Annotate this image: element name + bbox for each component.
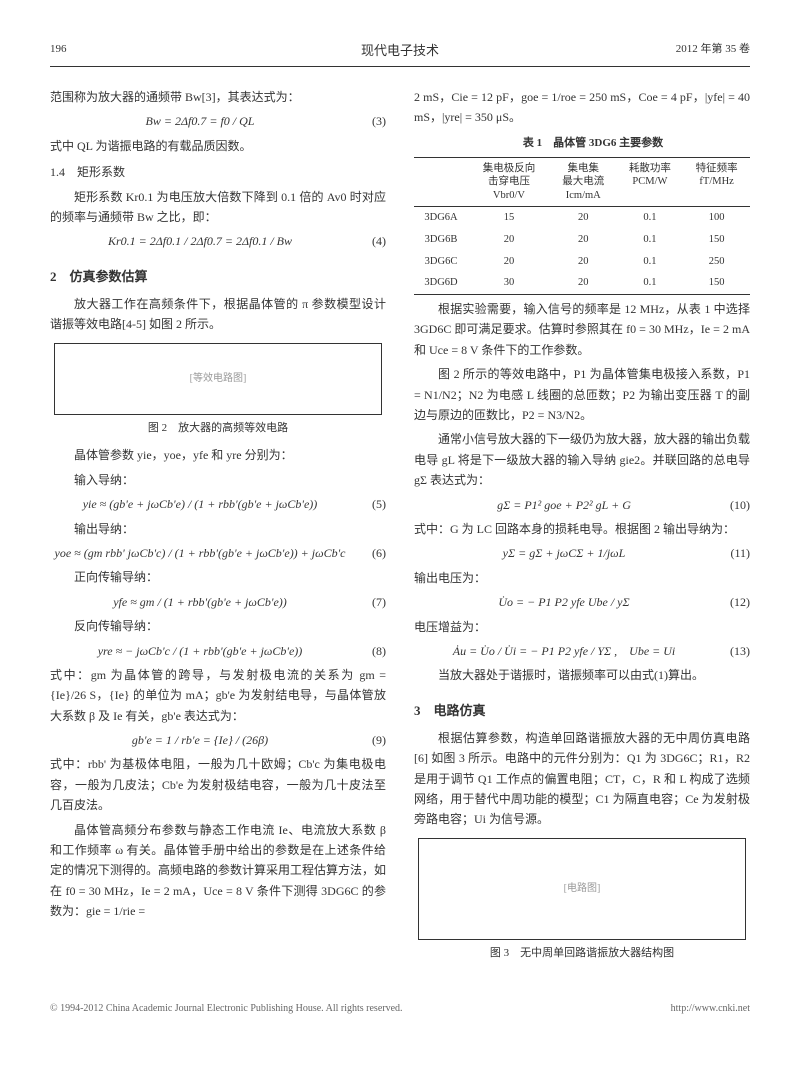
para: 当放大器处于谐振时，谐振频率可以由式(1)算出。 (414, 665, 750, 685)
para: 根据实验需要，输入信号的频率是 12 MHz，从表 1 中选择 3GD6C 即可… (414, 299, 750, 360)
copyright: © 1994-2012 China Academic Journal Elect… (50, 1000, 403, 1017)
section-3: 3 电路仿真 (414, 700, 750, 722)
table-1: 集电极反向 击穿电压 Vbr0/V 集电集 最大电流 Icm/mA 耗散功率 P… (414, 157, 750, 295)
th-icm: 集电集 最大电流 Icm/mA (550, 157, 617, 207)
th-vbr: 集电极反向 击穿电压 Vbr0/V (468, 157, 550, 207)
para: 根据估算参数，构造单回路谐振放大器的无中周仿真电路[6] 如图 3 所示。电路中… (414, 728, 750, 830)
footer-url: http://www.cnki.net (671, 1000, 750, 1017)
para: 式中：rbb' 为基极体电阻，一般为几十欧姆；Cb'c 为集电极电容，一般为几皮… (50, 754, 386, 815)
page-number: 196 (50, 40, 283, 62)
figure-2: [等效电路图] (54, 343, 382, 415)
para: 通常小信号放大器的下一级仍为放大器，放大器的输出负载电导 gL 将是下一级放大器… (414, 429, 750, 490)
para: 式中：gm 为晶体管的跨导，与发射极电流的关系为 gm = {Ie}/26 S，… (50, 665, 386, 726)
equation-12: U̇o = − P1 P2 yfe Ube / yΣ (12) (414, 592, 750, 612)
left-column: 范围称为放大器的通频带 Bw[3]，其表达式为： Bw = 2Δf0.7 = f… (50, 83, 386, 970)
equation-8: yre ≈ − jωCb'c / (1 + rbb'(gb'e + jωCb'e… (50, 641, 386, 661)
para: 电压增益为： (414, 617, 750, 637)
para: 范围称为放大器的通频带 Bw[3]，其表达式为： (50, 87, 386, 107)
para: 式中 QL 为谐振电路的有载品质因数。 (50, 136, 386, 156)
page-footer: © 1994-2012 China Academic Journal Elect… (50, 1000, 750, 1017)
figure-3-caption: 图 3 无中周单回路谐振放大器结构图 (414, 944, 750, 963)
th-pcm: 耗散功率 PCM/W (617, 157, 684, 207)
equation-10: gΣ = P1² goe + P2² gL + G (10) (414, 495, 750, 515)
section-2: 2 仿真参数估算 (50, 266, 386, 288)
th-blank (414, 157, 468, 207)
figure-2-caption: 图 2 放大器的高频等效电路 (50, 419, 386, 438)
para: 晶体管参数 yie，yoe，yfe 和 yre 分别为： (50, 445, 386, 465)
para: 2 mS，Cie = 12 pF，goe = 1/roe = 250 mS，Co… (414, 87, 750, 128)
para: 输出导纳： (50, 519, 386, 539)
para: 矩形系数 Kr0.1 为电压放大倍数下降到 0.1 倍的 Av0 时对应的频率与… (50, 187, 386, 228)
page-header: 196 现代电子技术 2012 年第 35 卷 (50, 40, 750, 67)
para: 式中：G 为 LC 回路本身的损耗电导。根据图 2 输出导纳为： (414, 519, 750, 539)
journal-name: 现代电子技术 (283, 40, 516, 62)
equation-7: yfe ≈ gm / (1 + rbb'(gb'e + jωCb'e)) (7) (50, 592, 386, 612)
equation-11: yΣ = gΣ + jωCΣ + 1/jωL (11) (414, 543, 750, 563)
figure-3: [电路图] (418, 838, 746, 940)
para: 反向传输导纳： (50, 616, 386, 636)
right-column: 2 mS，Cie = 12 pF，goe = 1/roe = 250 mS，Co… (414, 83, 750, 970)
table-1-caption: 表 1 晶体管 3DG6 主要参数 (414, 134, 750, 153)
equation-13: Ȧu = U̇o / U̇i = − P1 P2 yfe / YΣ , Ube … (414, 641, 750, 661)
equation-4: Kr0.1 = 2Δf0.1 / 2Δf0.7 = 2Δf0.1 / Bw (4… (50, 231, 386, 251)
equation-3: Bw = 2Δf0.7 = f0 / QL (3) (50, 111, 386, 131)
issue-info: 2012 年第 35 卷 (517, 40, 750, 62)
para: 图 2 所示的等效电路中，P1 为晶体管集电极接入系数，P1 = N1/N2；N… (414, 364, 750, 425)
para: 放大器工作在高频条件下，根据晶体管的 π 参数模型设计谐振等效电路[4-5] 如… (50, 294, 386, 335)
para: 晶体管高频分布参数与静态工作电流 Ie、电流放大系数 β 和工作频率 ω 有关。… (50, 820, 386, 922)
equation-9: gb'e = 1 / rb'e = {Ie} / (26β) (9) (50, 730, 386, 750)
equation-6: yoe ≈ (gm rbb' jωCb'c) / (1 + rbb'(gb'e … (50, 543, 386, 563)
para: 输出电压为： (414, 568, 750, 588)
subsection-1-4: 1.4 矩形系数 (50, 162, 386, 182)
th-ft: 特征频率 fT/MHz (683, 157, 750, 207)
table-row: 3DG6B 20 20 0.1 150 (414, 229, 750, 251)
para: 正向传输导纳： (50, 567, 386, 587)
table-row: 3DG6C 20 20 0.1 250 (414, 251, 750, 273)
para: 输入导纳： (50, 470, 386, 490)
table-row: 3DG6A 15 20 0.1 100 (414, 207, 750, 229)
equation-5: yie ≈ (gb'e + jωCb'e) / (1 + rbb'(gb'e +… (50, 494, 386, 514)
table-row: 3DG6D 30 20 0.1 150 (414, 272, 750, 294)
